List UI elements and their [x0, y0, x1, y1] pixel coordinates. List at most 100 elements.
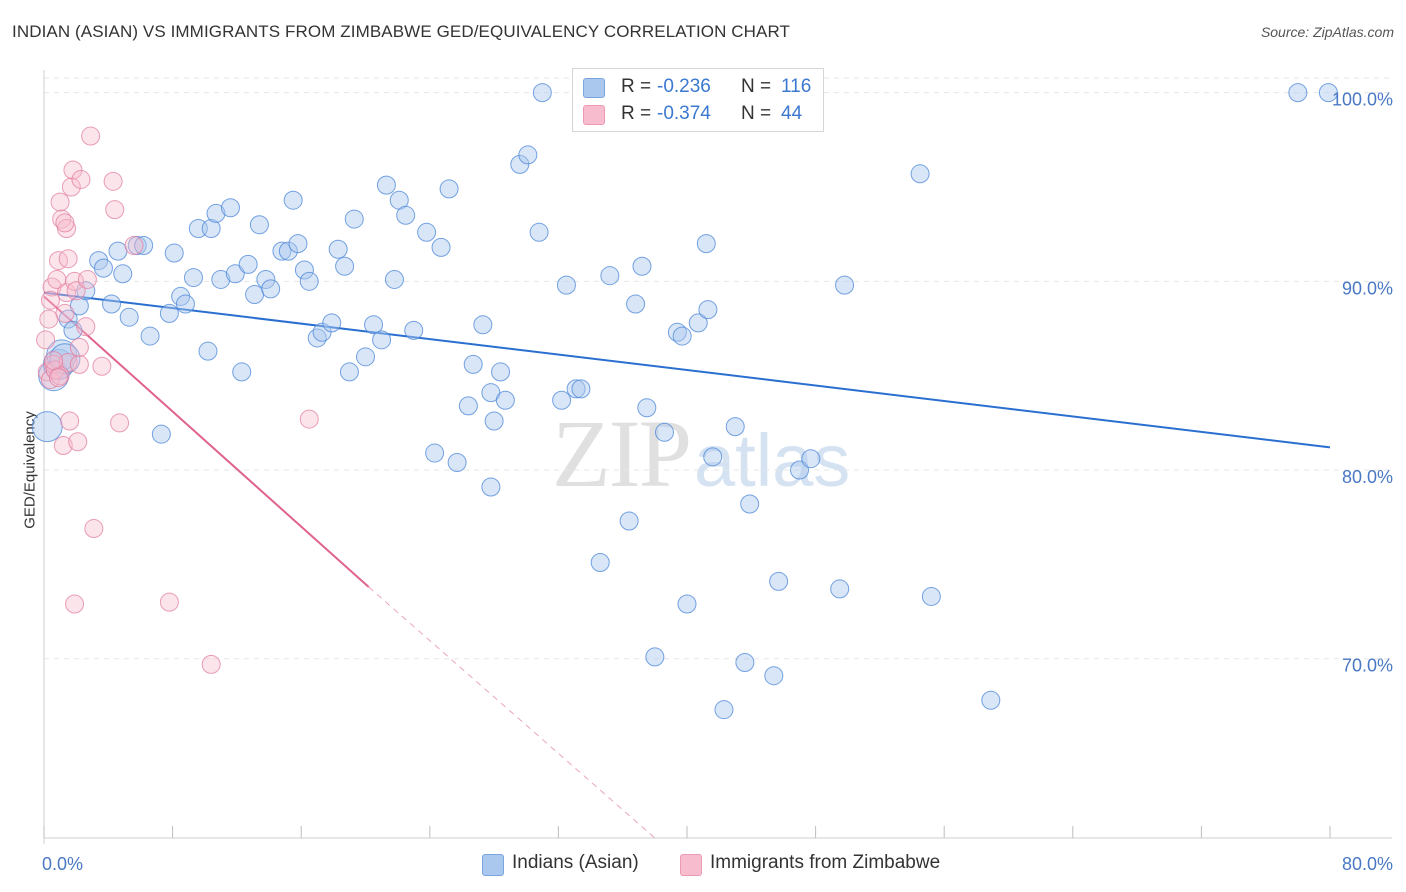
legend-label-zimbabwe: Immigrants from Zimbabwe — [710, 852, 941, 873]
legend-n-value: 44 — [781, 103, 803, 124]
point-indians — [283, 190, 303, 210]
point-indians — [672, 326, 692, 346]
point-indians — [431, 237, 451, 257]
legend-r-value: -0.374 — [657, 103, 711, 124]
stats-legend: R = -0.236 N = 116 R = -0.374 N = 44 — [572, 68, 824, 132]
point-indians — [113, 264, 133, 284]
point-zimbabwe — [40, 369, 60, 389]
point-indians — [384, 269, 404, 289]
legend-r-label: R = — [621, 76, 652, 97]
point-indians — [740, 494, 760, 514]
point-indians — [566, 379, 586, 399]
point-indians — [404, 320, 424, 340]
point-indians — [921, 586, 941, 606]
point-zimbabwe — [50, 192, 70, 212]
point-zimbabwe — [76, 317, 96, 337]
point-indians — [645, 647, 665, 667]
point-indians — [63, 320, 83, 340]
point-indians — [344, 209, 364, 229]
point-indians — [910, 164, 930, 184]
point-indians — [261, 279, 281, 299]
point-zimbabwe — [60, 411, 80, 431]
point-indians — [294, 260, 314, 280]
point-indians — [225, 264, 245, 284]
legend-swatch-blue — [482, 854, 504, 876]
point-indians — [835, 275, 855, 295]
point-indians — [1318, 83, 1338, 103]
watermark-zip: ZIP — [552, 400, 692, 507]
point-indians — [463, 354, 483, 374]
watermark-atlas: atlas — [694, 419, 851, 502]
point-indians — [102, 294, 122, 314]
point-indians — [654, 422, 674, 442]
point-indians — [552, 390, 572, 410]
point-indians — [245, 285, 265, 305]
point-indians — [211, 269, 231, 289]
watermark: ZIPatlas — [552, 398, 850, 509]
point-indians — [714, 700, 734, 720]
point-indians — [364, 315, 384, 335]
legend-swatch-pink — [583, 105, 605, 125]
point-indians — [600, 266, 620, 286]
point-zimbabwe — [66, 281, 86, 301]
point-zimbabwe — [53, 436, 73, 456]
point-indians — [288, 234, 308, 254]
point-indians — [571, 379, 591, 399]
point-zimbabwe — [48, 368, 68, 388]
point-indians — [134, 235, 154, 255]
y-tick-label: 90.0% — [1342, 278, 1393, 298]
point-indians — [256, 269, 276, 289]
point-indians — [356, 347, 375, 367]
point-zimbabwe — [84, 519, 104, 539]
point-indians — [735, 653, 755, 673]
tick-labels: 70.0% 80.0% 90.0% 100.0% 0.0% 80.0% — [42, 90, 1393, 874]
point-zimbabwe — [69, 354, 89, 374]
point-zimbabwe — [71, 169, 91, 189]
point-indians — [49, 343, 81, 375]
point-indians — [201, 219, 221, 239]
point-indians — [637, 398, 657, 418]
point-zimbabwe — [69, 337, 89, 357]
point-zimbabwe — [44, 351, 64, 371]
point-indians — [272, 241, 292, 261]
series-legend: Indians (Asian) Immigrants from Zimbabwe — [0, 852, 1406, 878]
point-indians — [491, 362, 511, 382]
point-zimbabwe — [61, 177, 81, 197]
point-indians — [981, 690, 1001, 710]
point-zimbabwe — [103, 171, 123, 191]
point-indians — [220, 198, 240, 218]
point-indians — [232, 362, 252, 382]
point-indians — [335, 256, 355, 276]
point-indians — [58, 309, 78, 329]
point-indians — [372, 330, 392, 350]
point-indians — [529, 222, 549, 242]
point-indians — [518, 145, 538, 165]
point-indians — [249, 215, 269, 235]
point-indians — [790, 460, 810, 480]
point-indians — [495, 390, 515, 410]
point-indians — [481, 477, 501, 497]
point-zimbabwe — [55, 303, 75, 323]
point-indians — [238, 254, 258, 274]
point-zimbabwe — [81, 126, 101, 146]
legend-n-label: N = — [741, 76, 772, 97]
point-indians — [119, 307, 139, 327]
point-indians — [206, 203, 226, 223]
data-points — [31, 83, 1338, 720]
point-indians — [151, 424, 171, 444]
point-zimbabwe — [40, 290, 60, 310]
legend-row-zimbabwe: R = -0.374 N = 44 — [583, 102, 819, 126]
point-indians — [764, 666, 784, 686]
point-indians — [198, 341, 218, 361]
point-zimbabwe — [55, 213, 75, 233]
point-zimbabwe — [37, 362, 57, 382]
x-tick-label: 80.0% — [1342, 854, 1393, 874]
point-zimbabwe — [92, 356, 112, 376]
trend-lines — [43, 291, 1331, 839]
y-tick-label: 80.0% — [1342, 467, 1393, 487]
point-indians — [698, 300, 718, 320]
point-zimbabwe — [36, 330, 56, 350]
point-indians — [159, 303, 179, 323]
point-indians — [439, 179, 459, 199]
point-indians — [1288, 83, 1308, 103]
